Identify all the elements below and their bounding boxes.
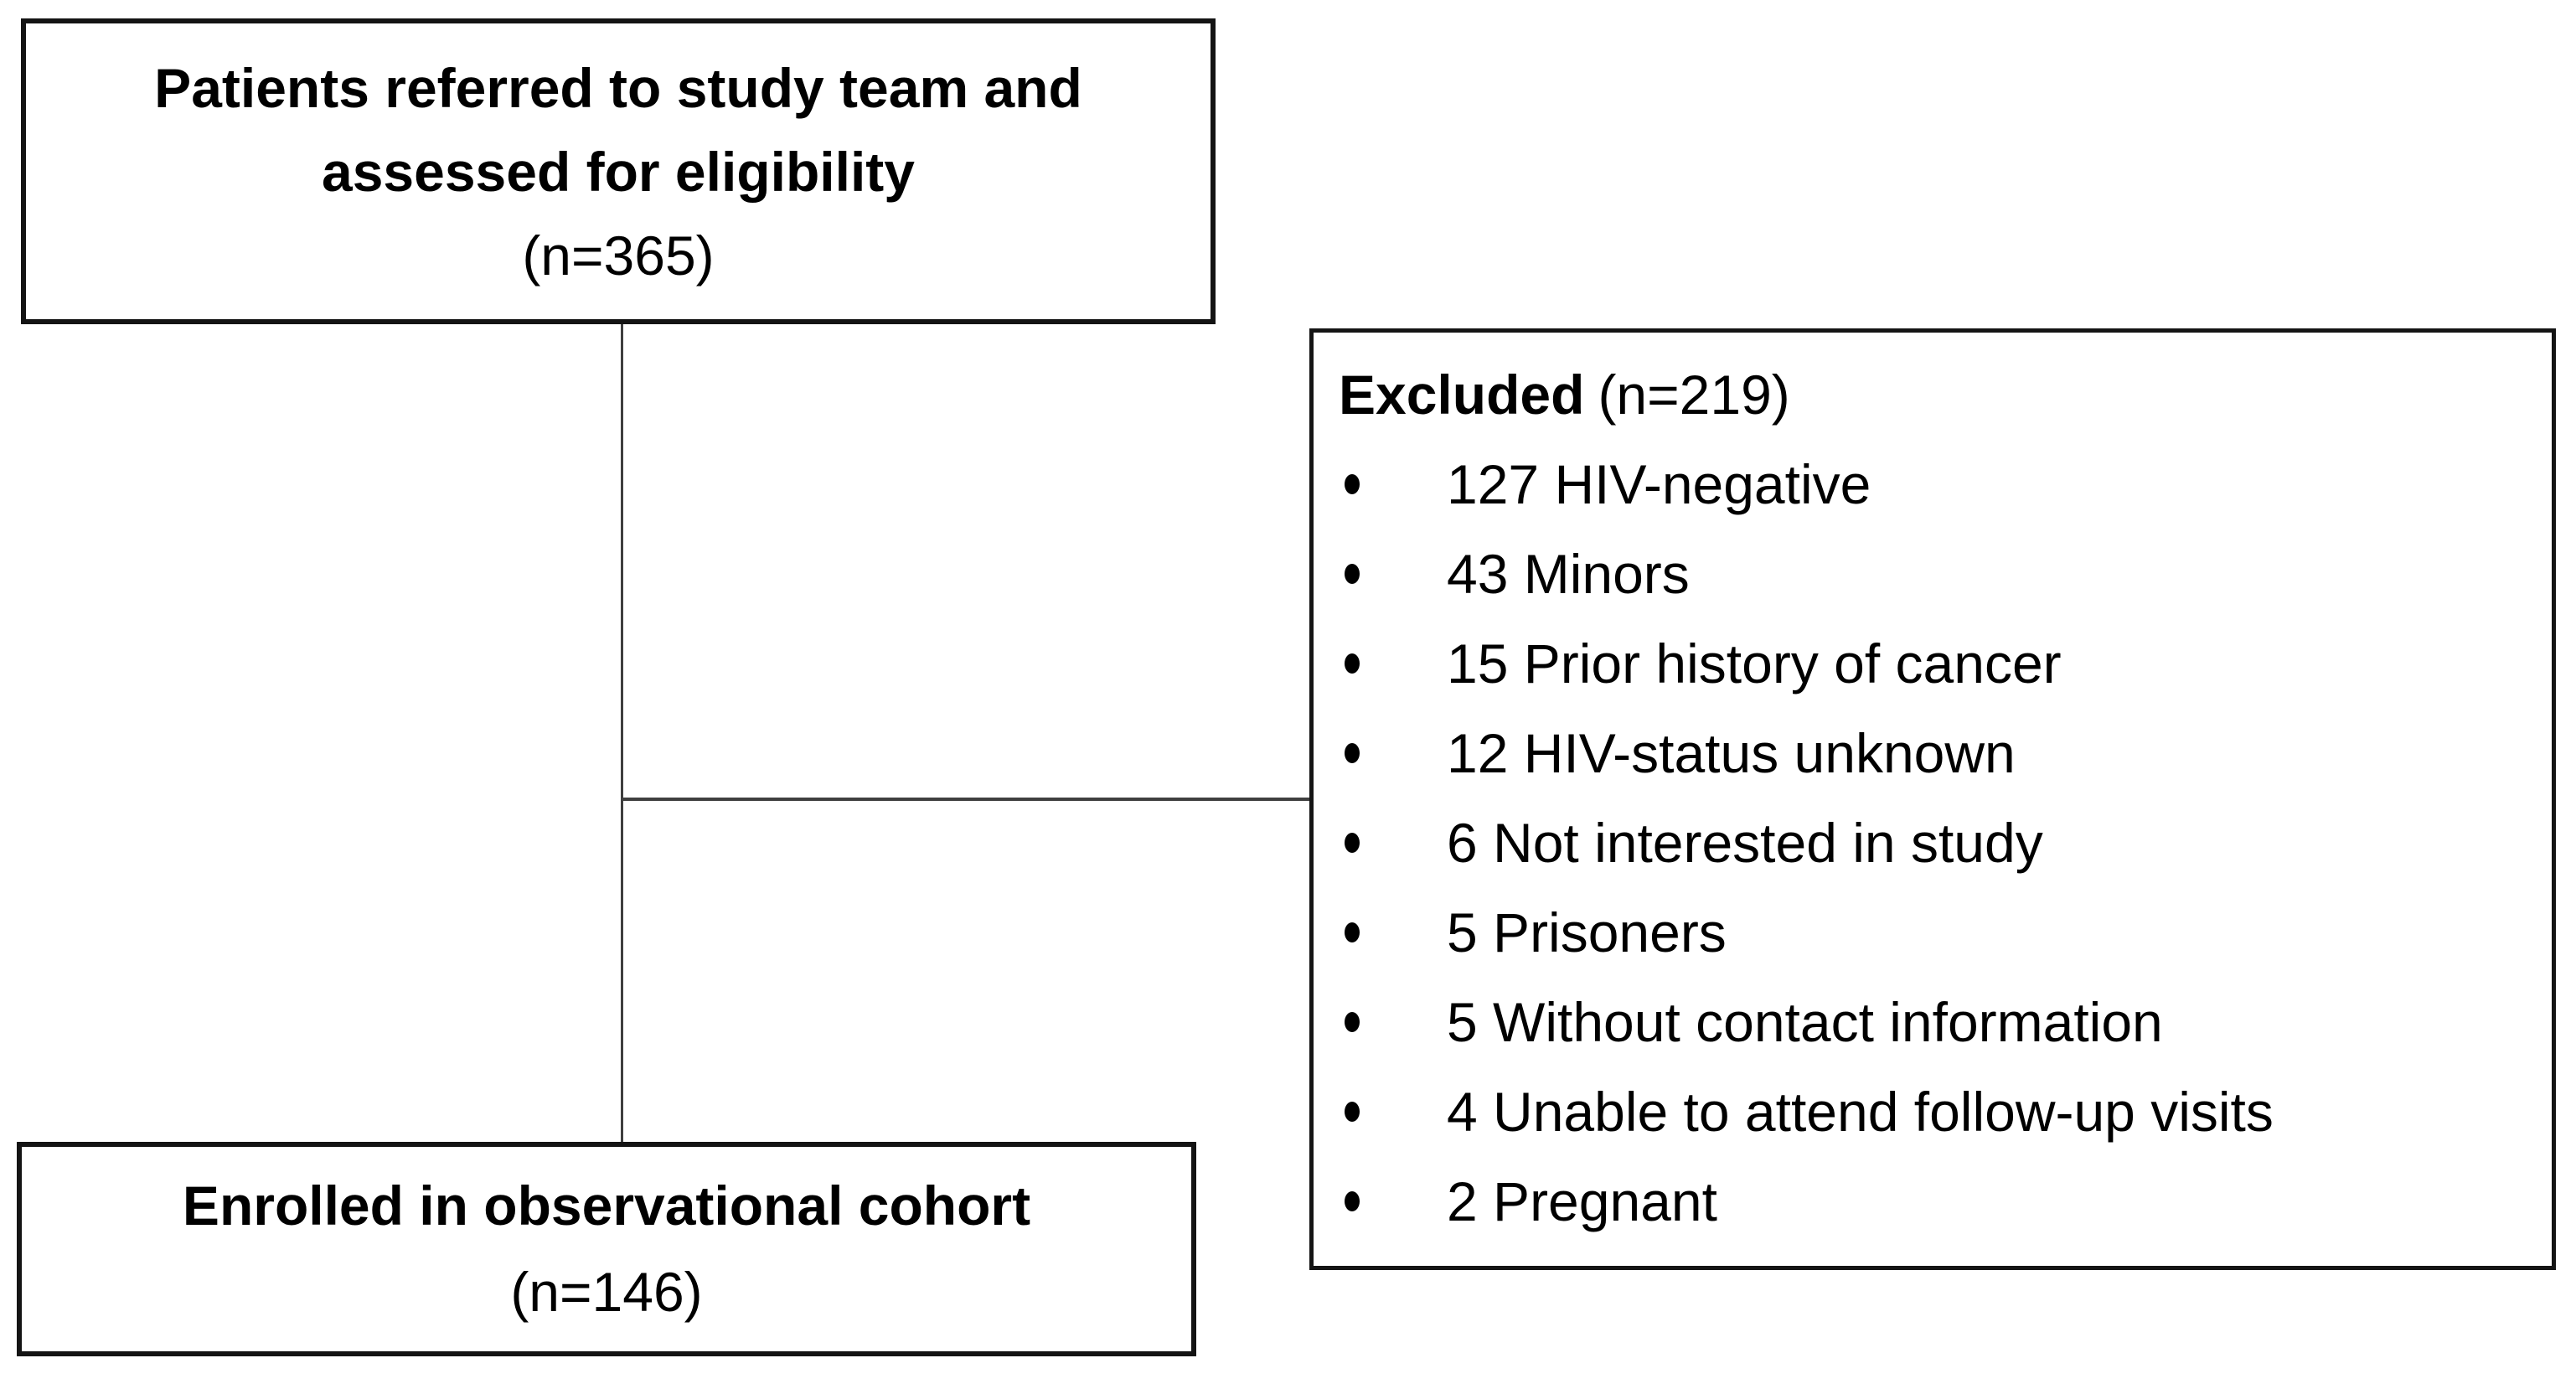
excluded-reason-text: 5 Without contact information <box>1447 990 2163 1053</box>
eligibility-box-title: Patients referred to study team and asse… <box>154 56 1082 203</box>
excluded-reasons-list: 127 HIV-negative 43 Minors 15 Prior hist… <box>1339 439 2527 1246</box>
excluded-reason-text: 43 Minors <box>1447 542 1690 605</box>
excluded-box-header: Excluded (n=219) <box>1339 349 2527 439</box>
excluded-box: Excluded (n=219) 127 HIV-negative 43 Min… <box>1309 328 2556 1270</box>
bullet-icon <box>1345 563 1360 584</box>
excluded-reason-text: 12 HIV-status unknown <box>1447 721 2016 784</box>
excluded-reason-text: 2 Pregnant <box>1447 1170 1717 1232</box>
excluded-reason-item: 43 Minors <box>1339 529 2527 618</box>
eligibility-box-count: (n=365) <box>522 224 715 287</box>
enrolled-box-title: Enrolled in observational cohort <box>182 1175 1031 1237</box>
excluded-reason-item: 2 Pregnant <box>1339 1156 2527 1246</box>
bullet-icon <box>1345 1101 1360 1122</box>
enrolled-box: Enrolled in observational cohort (n=146) <box>17 1142 1196 1356</box>
excluded-reason-item: 127 HIV-negative <box>1339 439 2527 529</box>
enrolled-box-count: (n=146) <box>510 1261 703 1323</box>
excluded-reason-text: 6 Not interested in study <box>1447 811 2043 874</box>
bullet-icon <box>1345 473 1360 494</box>
eligibility-box: Patients referred to study team and asse… <box>21 18 1216 324</box>
excluded-reason-item: 4 Unable to attend follow-up visits <box>1339 1066 2527 1156</box>
excluded-reason-item: 5 Prisoners <box>1339 887 2527 977</box>
excluded-reason-text: 4 Unable to attend follow-up visits <box>1447 1080 2274 1143</box>
connector-vertical-line <box>621 324 623 1142</box>
bullet-icon <box>1345 1190 1360 1211</box>
excluded-reason-item: 15 Prior history of cancer <box>1339 618 2527 708</box>
bullet-icon <box>1345 832 1360 853</box>
excluded-reason-text: 127 HIV-negative <box>1447 452 1871 515</box>
bullet-icon <box>1345 742 1360 763</box>
bullet-icon <box>1345 653 1360 674</box>
excluded-reason-item: 12 HIV-status unknown <box>1339 708 2527 798</box>
excluded-reason-text: 5 Prisoners <box>1447 901 1727 963</box>
excluded-box-title: Excluded <box>1339 363 1585 426</box>
excluded-box-count: (n=219) <box>1598 363 1790 426</box>
connector-horizontal-line <box>621 798 1309 801</box>
excluded-reason-text: 15 Prior history of cancer <box>1447 632 2062 694</box>
excluded-reason-item: 6 Not interested in study <box>1339 798 2527 887</box>
excluded-reason-item: 5 Without contact information <box>1339 977 2527 1066</box>
bullet-icon <box>1345 1011 1360 1032</box>
bullet-icon <box>1345 922 1360 942</box>
